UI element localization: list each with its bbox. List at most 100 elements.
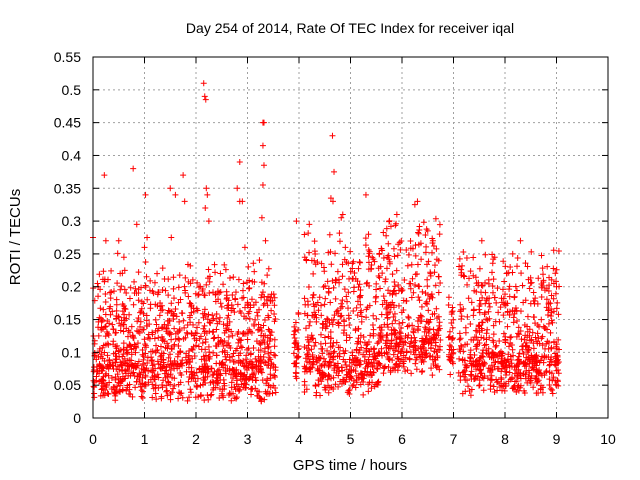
data-point [188, 364, 195, 371]
data-point [177, 390, 184, 397]
data-point [175, 329, 182, 336]
data-point [292, 319, 299, 326]
data-point [140, 356, 147, 363]
data-point [229, 332, 236, 339]
data-point [271, 351, 278, 358]
data-point [325, 389, 332, 396]
data-point [344, 298, 351, 305]
data-point [327, 328, 334, 335]
data-point [106, 379, 113, 386]
data-point [138, 365, 145, 372]
data-point [186, 314, 193, 321]
data-point [311, 343, 318, 350]
data-point [235, 370, 242, 377]
data-point [138, 284, 145, 291]
y-tick-label: 0.5 [62, 82, 82, 98]
data-point [176, 336, 183, 343]
data-point [353, 358, 360, 365]
data-point [149, 348, 156, 355]
data-point [228, 384, 235, 391]
data-point [187, 389, 194, 396]
data-point [216, 314, 223, 321]
data-point [149, 329, 156, 336]
data-point [219, 361, 226, 368]
data-point [350, 357, 357, 364]
data-point [109, 321, 116, 328]
data-point [108, 289, 115, 296]
data-point [366, 359, 373, 366]
data-point [185, 293, 192, 300]
data-point [179, 394, 186, 401]
data-point [369, 379, 376, 386]
data-point [422, 249, 429, 256]
data-point [193, 337, 200, 344]
data-point [114, 342, 121, 349]
data-point [228, 371, 235, 378]
data-point [436, 231, 443, 238]
data-point [90, 364, 97, 371]
data-point [342, 358, 349, 365]
data-point [145, 334, 152, 341]
data-point [302, 365, 309, 372]
data-point [166, 331, 173, 338]
x-axis-label: GPS time / hours [293, 457, 407, 474]
data-point [159, 287, 166, 294]
data-point [339, 303, 346, 310]
data-point [187, 386, 194, 393]
data-point [412, 282, 419, 289]
data-point [224, 320, 231, 327]
data-point [205, 311, 212, 318]
data-point [271, 336, 278, 343]
data-point [360, 391, 367, 398]
data-point [394, 252, 401, 259]
data-point [321, 362, 328, 369]
y-tick-label: 0.35 [54, 180, 81, 196]
data-point [316, 362, 323, 369]
data-point [330, 353, 337, 360]
data-point [355, 265, 362, 272]
data-point [256, 326, 263, 333]
data-point [231, 309, 238, 316]
data-point [222, 370, 229, 377]
data-point [163, 388, 170, 395]
data-point [142, 258, 149, 265]
data-point [129, 362, 136, 369]
data-point [374, 340, 381, 347]
data-point [354, 340, 361, 347]
data-point [352, 384, 359, 391]
data-point [239, 344, 246, 351]
data-point [137, 381, 144, 388]
data-point [415, 294, 422, 301]
data-point [112, 392, 119, 399]
data-point [140, 300, 147, 307]
data-point [317, 340, 324, 347]
data-point [126, 329, 133, 336]
data-point [349, 349, 356, 356]
data-point [335, 372, 342, 379]
data-point [325, 333, 332, 340]
data-point [315, 354, 322, 361]
data-point [188, 309, 195, 316]
data-point [127, 284, 134, 291]
data-point [152, 390, 159, 397]
data-point [429, 249, 436, 256]
data-point [202, 346, 209, 353]
data-point [225, 297, 232, 304]
data-point [330, 374, 337, 381]
data-point [90, 383, 97, 390]
data-point [177, 361, 184, 368]
data-point [144, 360, 151, 367]
data-point [272, 389, 279, 396]
data-point [222, 353, 229, 360]
data-point [304, 336, 311, 343]
data-point [319, 324, 326, 331]
data-point [188, 302, 195, 309]
data-point [176, 318, 183, 325]
data-point [193, 305, 200, 312]
data-point [184, 321, 191, 328]
data-point [124, 333, 131, 340]
data-point [102, 324, 109, 331]
data-point [271, 302, 278, 309]
data-point [242, 375, 249, 382]
data-point [370, 330, 377, 337]
